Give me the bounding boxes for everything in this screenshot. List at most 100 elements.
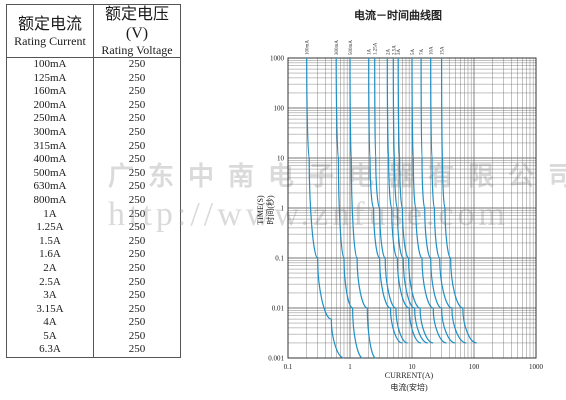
x-tick-label: 1 xyxy=(348,363,352,371)
curve-100mA xyxy=(306,57,345,359)
rating-current-cell: 3.15A xyxy=(6,302,94,317)
header-rating-voltage: 额定电压(V) Rating Voltage xyxy=(93,4,181,58)
rating-voltage-cell: 250 xyxy=(93,153,181,167)
rating-voltage-cell: 250 xyxy=(93,180,181,194)
y-tick-label: 100 xyxy=(274,105,285,113)
table-row: 630mA 250 xyxy=(6,180,181,194)
table-header-row: 额定电流 Rating Current 额定电压(V) Rating Volta… xyxy=(6,4,181,58)
rating-voltage-cell: 250 xyxy=(93,275,181,290)
header-rating-current: 额定电流 Rating Current xyxy=(6,4,94,58)
table-row: 100mA 250 xyxy=(6,57,181,72)
chart-labels: 0.1 1 10 100 1000 1000 100 10 1 0.1 0.01 0.001 100mA… xyxy=(268,40,543,371)
x-tick-label: 100 xyxy=(469,363,480,371)
curve-label: 10A xyxy=(430,46,435,55)
curve-label: 1A xyxy=(368,49,373,56)
rating-voltage-cell: 250 xyxy=(93,207,181,222)
curve-label: 1.25A xyxy=(374,42,379,55)
rating-voltage-cell: 250 xyxy=(93,261,181,276)
curve-label: 2A xyxy=(386,49,391,56)
chart-title: 电流－时间曲线图 xyxy=(354,8,442,22)
rating-current-cell: 5A xyxy=(6,329,94,344)
curve-1-25A xyxy=(374,57,408,344)
rating-current-cell: 315mA xyxy=(6,139,94,154)
rating-current-cell: 2.5A xyxy=(6,275,94,290)
rating-voltage-cell: 250 xyxy=(93,85,181,99)
rating-current-cell: 2A xyxy=(6,261,94,276)
rating-current-cell: 6.3A xyxy=(6,343,94,359)
current-time-chart: 电流－时间曲线图 0.1 1 10 100 100010001001010.10.010… xyxy=(256,8,544,392)
curve-300mA xyxy=(335,57,363,359)
rating-current-cell: 3A xyxy=(6,289,94,303)
table-row: 200mA 250 xyxy=(6,98,181,113)
curve-1A xyxy=(368,57,403,344)
curve-2-5A xyxy=(392,57,428,344)
rating-voltage-cell: 250 xyxy=(93,234,181,249)
rating-current-cell: 1.25A xyxy=(6,221,94,235)
curve-2A xyxy=(386,57,422,344)
y-tick-label: 0.1 xyxy=(275,255,284,263)
curve-label: 100mA xyxy=(306,40,311,55)
chart-curves xyxy=(306,57,477,359)
rating-current-cell: 800mA xyxy=(6,193,94,208)
y-tick-label: 0.001 xyxy=(268,355,284,363)
rating-voltage-cell: 250 xyxy=(93,139,181,154)
table-row: 125mA 250 xyxy=(6,71,181,86)
y-axis-label: TIME(S) xyxy=(256,195,265,225)
rating-voltage-cell: 250 xyxy=(93,329,181,344)
curve-10A xyxy=(430,57,467,344)
curve-label: 7A xyxy=(420,49,425,56)
curve-7A xyxy=(420,57,456,344)
curve-500mA xyxy=(349,57,377,359)
rating-current-cell: 160mA xyxy=(6,85,94,99)
table-row: 2.5A 250 xyxy=(6,275,181,290)
table-row: 2A 250 xyxy=(6,261,181,276)
table-row: 3A 250 xyxy=(6,289,181,303)
rating-current-cell: 250mA xyxy=(6,112,94,126)
x-tick-label: 0.1 xyxy=(284,363,293,371)
rating-current-cell: 125mA xyxy=(6,71,94,86)
table-row: 500mA 250 xyxy=(6,166,181,181)
rating-voltage-cell: 250 xyxy=(93,221,181,235)
rating-voltage-cell: 250 xyxy=(93,248,181,262)
rating-current-cell: 630mA xyxy=(6,180,94,194)
rating-voltage-cell: 250 xyxy=(93,289,181,303)
rating-voltage-cell: 250 xyxy=(93,112,181,126)
y-tick-label: 1000 xyxy=(270,55,285,63)
table-row: 1.5A 250 xyxy=(6,234,181,249)
table-row: 250mA 250 xyxy=(6,112,181,126)
curve-3A xyxy=(397,57,434,344)
header-current-en: Rating Current xyxy=(14,33,86,48)
watermark-company: 广东中南电子电器有限公司 xyxy=(108,162,566,191)
rating-current-cell: 300mA xyxy=(6,125,94,140)
table-row: 6.3A 250 xyxy=(6,343,181,359)
curve-label: 3A xyxy=(397,49,402,56)
x-tick-label: 10 xyxy=(409,363,417,371)
rating-voltage-cell: 250 xyxy=(93,71,181,86)
curve-label: 15A xyxy=(441,46,446,55)
table-row: 3.15A 250 xyxy=(6,302,181,317)
curve-label: 300mA xyxy=(335,40,340,55)
rating-voltage-cell: 250 xyxy=(93,343,181,359)
x-axis-label-cn: 电流(安培) xyxy=(390,382,428,392)
table-row: 400mA 250 xyxy=(6,153,181,167)
table-row: 800mA 250 xyxy=(6,193,181,208)
rating-current-cell: 100mA xyxy=(6,57,94,72)
rating-voltage-cell: 250 xyxy=(93,302,181,317)
header-voltage-cn: 额定电压(V) xyxy=(104,6,169,42)
curve-label: 5A xyxy=(411,49,416,56)
x-tick-label: 1000 xyxy=(529,363,544,371)
curve-label: 2.5A xyxy=(392,45,397,55)
rating-voltage-cell: 250 xyxy=(93,125,181,140)
y-tick-label: 1 xyxy=(281,205,285,213)
table-row: 5A 250 xyxy=(6,329,181,344)
rating-current-cell: 500mA xyxy=(6,166,94,181)
rating-current-cell: 200mA xyxy=(6,98,94,113)
rating-table: 额定电流 Rating Current 额定电压(V) Rating Volta… xyxy=(6,4,181,359)
rating-voltage-cell: 250 xyxy=(93,316,181,330)
table-row: 4A 250 xyxy=(6,316,181,330)
y-tick-label: 10 xyxy=(277,155,285,163)
table-row: 1A 250 xyxy=(6,207,181,222)
curve-label: 500mA xyxy=(349,40,354,55)
header-voltage-en: Rating Voltage xyxy=(101,43,173,57)
rating-voltage-cell: 250 xyxy=(93,193,181,208)
